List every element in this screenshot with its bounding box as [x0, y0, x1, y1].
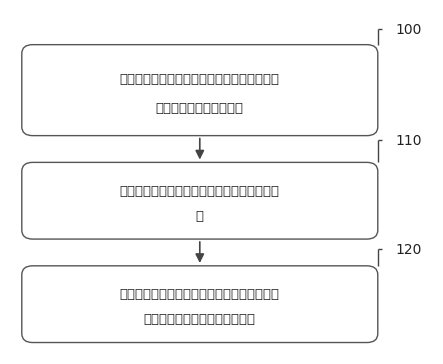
Text: 通过第一接口定时发送特征心跳包到所述监控: 通过第一接口定时发送特征心跳包到所述监控 [120, 185, 280, 198]
Text: 通过监控板获取电源输出的电源信号，所述电: 通过监控板获取电源输出的电源信号，所述电 [120, 73, 280, 86]
Text: 若所述监控板在预设时间内没有收到所述特征: 若所述监控板在预设时间内没有收到所述特征 [120, 289, 280, 301]
Text: 110: 110 [395, 134, 422, 148]
Text: 100: 100 [395, 23, 422, 37]
FancyBboxPatch shape [22, 162, 378, 239]
FancyBboxPatch shape [22, 266, 378, 343]
Text: 板: 板 [196, 210, 204, 222]
Text: 120: 120 [395, 243, 422, 257]
Text: 心跳包则断开与所述电源的连接: 心跳包则断开与所述电源的连接 [144, 313, 256, 326]
Text: 源信号用于提供电源电压: 源信号用于提供电源电压 [156, 102, 244, 115]
FancyBboxPatch shape [22, 45, 378, 136]
